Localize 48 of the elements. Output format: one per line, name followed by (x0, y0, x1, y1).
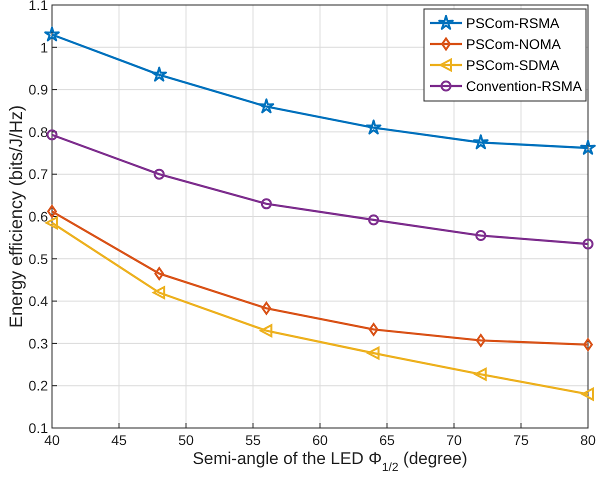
point (475, 230, 486, 242)
x-tick-label: 45 (111, 432, 127, 448)
point (367, 346, 380, 360)
point (366, 120, 382, 134)
point (46, 129, 58, 140)
point (260, 324, 272, 338)
point (46, 216, 58, 230)
point (47, 204, 57, 218)
y-tick-label: 0.3 (28, 335, 48, 352)
y-axis-title: Energy efficiency (bits/J/Hz) (6, 105, 26, 328)
point (583, 338, 593, 352)
y-tick-label: 0.5 (28, 250, 48, 267)
y-tick-label: 1.1 (28, 0, 48, 13)
y-tick-label: 0.4 (28, 293, 48, 310)
x-tick-label: 55 (245, 432, 261, 448)
legend-label: PSCom-SDMA (466, 57, 560, 73)
point (474, 368, 487, 381)
y-tick-label: 0.7 (28, 166, 48, 182)
point (154, 267, 164, 280)
point (580, 140, 596, 155)
legend-label: Convention-RSMA (466, 78, 583, 94)
y-tick-label: 1 (40, 39, 48, 56)
point (262, 302, 272, 315)
y-tick-label: 0.8 (28, 124, 48, 140)
legend-label: PSCom-RSMA (466, 15, 560, 31)
point (368, 214, 380, 226)
x-tick-label: 50 (178, 432, 194, 448)
x-axis-title: Semi-angle of the LED Φ$_{1/2}$ (degree) (192, 449, 468, 474)
point (152, 286, 166, 300)
y-tick-label: 0.9 (28, 82, 48, 98)
x-tick-label: 65 (379, 432, 395, 448)
point (260, 198, 272, 210)
point (473, 134, 489, 150)
point (582, 238, 594, 250)
point (151, 66, 167, 82)
point (368, 322, 378, 336)
point (582, 388, 594, 401)
x-tick-label: 60 (312, 432, 328, 448)
x-tick-label: 70 (446, 432, 462, 448)
x-tick-label: 80 (580, 432, 596, 448)
y-tick-label: 0.2 (28, 378, 48, 394)
point (44, 26, 60, 42)
point (476, 334, 486, 347)
point (154, 168, 165, 180)
x-tick-label: 75 (513, 432, 529, 448)
legend-label: PSCom-NOMA (466, 36, 562, 52)
point (258, 98, 274, 114)
y-tick-label: 0.6 (28, 208, 48, 224)
